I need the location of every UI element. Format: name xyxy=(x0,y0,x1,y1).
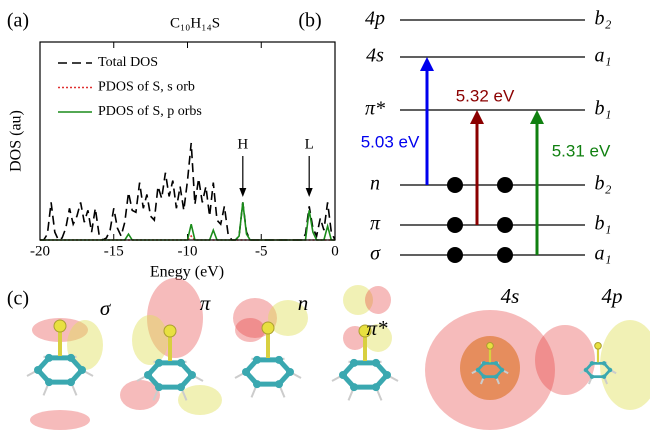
atom-c xyxy=(602,374,606,378)
x-axis-label: Enegy (eV) xyxy=(150,264,224,281)
transition-label: 5.03 eV xyxy=(361,132,420,151)
atom-c xyxy=(372,383,380,391)
orbital-label: 4p xyxy=(602,284,623,308)
atom-s xyxy=(54,320,66,332)
atom-c xyxy=(339,371,347,379)
atom-c xyxy=(45,378,53,386)
atom-c xyxy=(155,383,163,391)
annotation: H xyxy=(237,136,248,152)
orbital-lobe xyxy=(535,325,595,395)
x-tick-label: -20 xyxy=(30,243,50,259)
transition-arrowhead xyxy=(420,57,434,71)
atom-c xyxy=(275,356,283,364)
orbital-lobe xyxy=(132,315,168,365)
annotation: L xyxy=(305,136,314,152)
atom-c xyxy=(253,380,261,388)
level-label: 4p xyxy=(365,8,385,30)
level-label: π xyxy=(370,213,381,235)
chart-title: C₁₀H₁₄S xyxy=(170,15,220,31)
electron xyxy=(497,247,513,263)
orbital-lobe xyxy=(365,286,391,314)
orbital-label: π* xyxy=(366,316,388,340)
level-label: n xyxy=(370,173,380,195)
level-label: π* xyxy=(365,98,385,120)
transition-arrowhead xyxy=(530,110,544,124)
level-symmetry: b₂ xyxy=(595,8,612,30)
annotation-arrowhead xyxy=(306,188,313,197)
atom-c xyxy=(177,359,185,367)
legend-label: Total DOS xyxy=(98,55,158,70)
level-symmetry: a₁ xyxy=(595,45,612,67)
atom-c xyxy=(253,356,261,364)
transition-arrowhead xyxy=(470,110,484,124)
series-line xyxy=(40,143,335,240)
atom-c xyxy=(45,354,53,362)
x-tick-label: -5 xyxy=(255,243,268,259)
level-symmetry: b₁ xyxy=(595,98,612,120)
level-symmetry: b₁ xyxy=(595,213,612,235)
y-axis-label: DOS (au) xyxy=(8,110,25,172)
panel-label: (a) xyxy=(7,10,29,32)
level-label: 4s xyxy=(366,45,384,67)
transition-label: 5.31 eV xyxy=(552,141,611,160)
x-tick-label: -15 xyxy=(104,243,124,259)
electron xyxy=(447,177,463,193)
atom-c xyxy=(34,366,42,374)
atom-c xyxy=(67,378,75,386)
atom-c xyxy=(590,361,594,365)
annotation-arrowhead xyxy=(239,188,246,197)
figure: (a) (b) (c) C₁₀H₁₄S Enegy (eV) DOS (au) -20 -15… xyxy=(0,0,650,435)
x-tick-label: -10 xyxy=(178,243,198,259)
orbital-label: π xyxy=(200,291,211,315)
level-label: σ xyxy=(370,243,381,265)
electron xyxy=(497,217,513,233)
orbital-lobe xyxy=(235,318,265,342)
atom-s xyxy=(487,343,494,350)
electron xyxy=(447,247,463,263)
orbital-label: n xyxy=(298,291,309,315)
legend-label: PDOS of S, s orb xyxy=(98,80,195,95)
plot-frame xyxy=(40,42,335,240)
atom-c xyxy=(177,383,185,391)
atom-c xyxy=(494,374,498,378)
level-symmetry: b₂ xyxy=(595,173,612,195)
atom-c xyxy=(372,359,380,367)
atom-c xyxy=(494,361,498,365)
atom-c xyxy=(144,371,152,379)
atom-c xyxy=(482,361,486,365)
orbital-label: σ xyxy=(100,296,112,320)
legend-label: PDOS of S, p orbs xyxy=(98,104,202,119)
atom-c xyxy=(350,359,358,367)
electron xyxy=(447,217,463,233)
atom-c xyxy=(482,374,486,378)
transition-label: 5.32 eV xyxy=(456,86,515,105)
atom-c xyxy=(275,380,283,388)
atom-s xyxy=(164,325,176,337)
orbital-lobe xyxy=(600,320,650,410)
atom-c xyxy=(67,354,75,362)
x-tick-label: 0 xyxy=(331,243,339,259)
level-symmetry: a₁ xyxy=(595,243,612,265)
panel-label: (b) xyxy=(298,10,321,32)
atom-c xyxy=(602,361,606,365)
atom-c xyxy=(350,383,358,391)
orbital-lobe xyxy=(30,410,90,430)
atom-c xyxy=(242,368,250,376)
electron xyxy=(497,177,513,193)
atom-s xyxy=(595,343,602,350)
orbital-label: 4s xyxy=(501,284,520,308)
atom-c xyxy=(584,368,588,372)
atom-c xyxy=(476,368,480,372)
atom-c xyxy=(155,359,163,367)
figure-canvas: (a) (b) (c) C₁₀H₁₄S Enegy (eV) DOS (au) -20 -15… xyxy=(0,0,650,435)
panel-label: (c) xyxy=(7,288,29,310)
orbital-lobe xyxy=(178,385,222,415)
atom-s xyxy=(262,322,274,334)
atom-c xyxy=(590,374,594,378)
